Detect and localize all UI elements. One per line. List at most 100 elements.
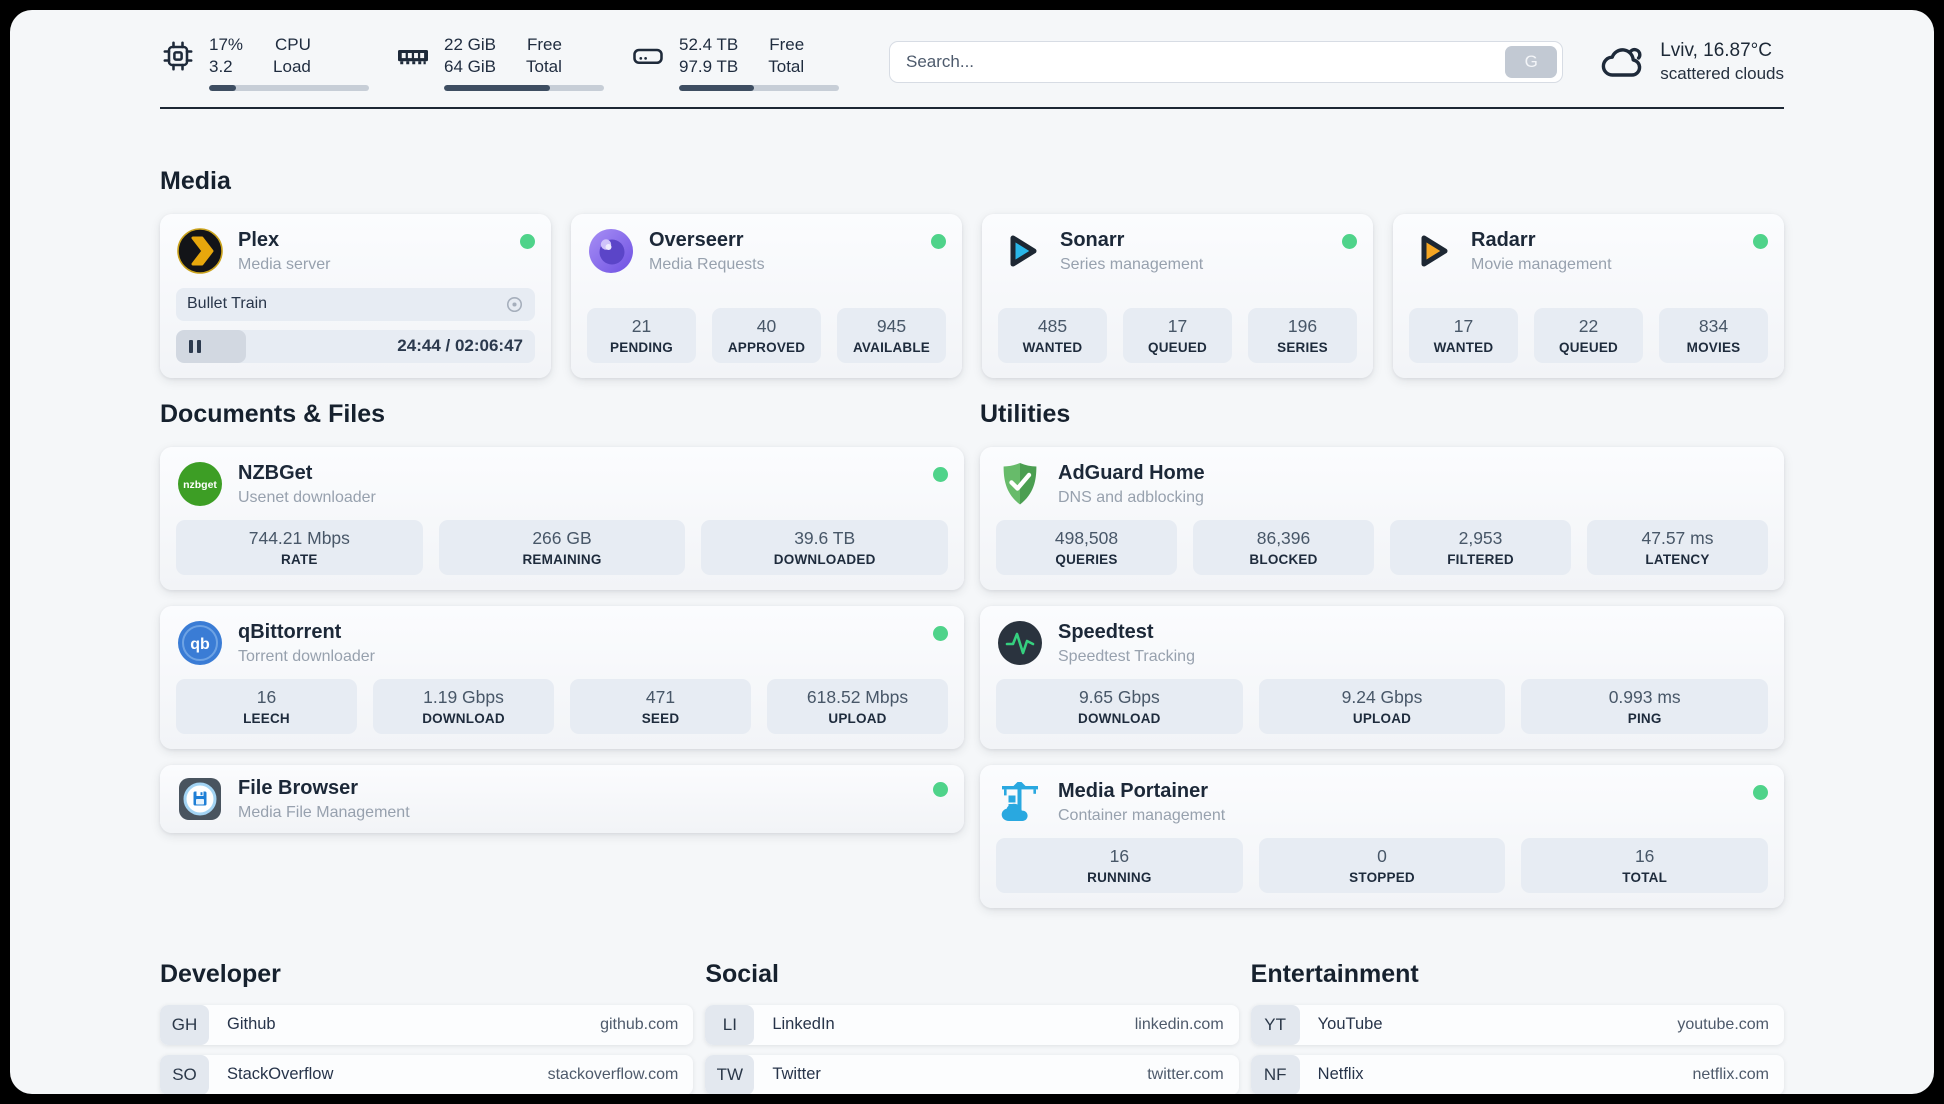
filebrowser-card[interactable]: File Browser Media File Management — [160, 764, 964, 833]
overseerr-card[interactable]: Overseerr Media Requests 21 PENDING 40 A… — [571, 213, 962, 378]
app-name: Sonarr — [1060, 228, 1125, 251]
stat-movies: 834 MOVIES — [1659, 307, 1768, 363]
search-input[interactable] — [906, 52, 1506, 73]
bookmark-linkedin[interactable]: LI LinkedIn linkedin.com — [705, 1004, 1239, 1045]
search-engine-button[interactable]: G — [1505, 46, 1558, 79]
stats-row: 744.21 Mbps RATE 266 GB REMAINING 39.6 T… — [176, 508, 949, 575]
session-target-icon — [505, 295, 524, 314]
bookmark-abbr: GH — [160, 1004, 209, 1045]
status-dot-online — [933, 625, 948, 641]
app-subtitle: Usenet downloader — [238, 488, 376, 506]
status-dot-online — [933, 781, 948, 797]
bookmark-abbr: NF — [1250, 1054, 1300, 1094]
stat-running: 16 RUNNING — [996, 837, 1243, 893]
speedtest-icon — [996, 619, 1044, 667]
stat-wanted: 17 WANTED — [1409, 307, 1518, 363]
developer-section-title: Developer — [160, 959, 281, 988]
pause-icon — [189, 339, 201, 353]
playback-progress-bar[interactable]: 24:44 / 02:06:47 — [176, 329, 535, 363]
app-subtitle: Speedtest Tracking — [1058, 647, 1195, 665]
status-dot-online — [1753, 784, 1768, 800]
utilities-section: Utilities AdGuard Home — [980, 400, 1784, 908]
app-subtitle: Series management — [1060, 255, 1204, 273]
entertainment-bookmarks: Entertainment YT YouTube youtube.com NF … — [1250, 959, 1784, 1094]
app-name: Speedtest — [1058, 620, 1154, 643]
stat-filtered: 2,953 FILTERED — [1390, 519, 1571, 575]
bookmark-abbr: LI — [705, 1004, 755, 1045]
app-name: Media Portainer — [1058, 779, 1209, 802]
stat-upload: 618.52 Mbps UPLOAD — [767, 678, 948, 734]
qbittorrent-icon: qb — [176, 619, 224, 667]
weather-condition: scattered clouds — [1660, 64, 1784, 84]
bookmark-url: github.com — [600, 1015, 679, 1033]
stats-row: 9.65 Gbps DOWNLOAD 9.24 Gbps UPLOAD 0.99… — [996, 667, 1769, 734]
entertainment-section-title: Entertainment — [1250, 959, 1419, 988]
app-name: Plex — [238, 228, 280, 251]
app-subtitle: Media server — [238, 255, 331, 273]
app-name: Overseerr — [649, 228, 744, 251]
adguard-icon — [996, 460, 1044, 508]
stats-row: 16 RUNNING 0 STOPPED 16 TOTAL — [996, 826, 1769, 893]
cpu-load-value: 3.2 — [209, 57, 233, 77]
status-dot-online — [1753, 233, 1768, 249]
bookmark-name: Twitter — [772, 1065, 821, 1084]
stat-latency: 47.57 ms LATENCY — [1587, 519, 1768, 575]
adguard-card[interactable]: AdGuard Home DNS and adblocking 498,508 … — [980, 446, 1784, 590]
sonarr-card[interactable]: Sonarr Series management 485 WANTED 17 Q… — [982, 213, 1373, 378]
now-playing-row[interactable]: Bullet Train — [176, 287, 535, 321]
app-subtitle: Torrent downloader — [238, 647, 375, 665]
stat-queries: 498,508 QUERIES — [996, 519, 1177, 575]
bookmark-name: Github — [227, 1015, 276, 1034]
nzbget-icon: nzbget — [176, 460, 224, 508]
disk-free-value: 52.4 TB — [679, 35, 739, 54]
radarr-icon — [1409, 227, 1457, 275]
app-name: AdGuard Home — [1058, 461, 1205, 484]
cloud-icon — [1599, 38, 1647, 86]
disk-progress-fill — [679, 84, 755, 91]
cpu-progress-fill — [209, 84, 237, 91]
app-name: File Browser — [238, 776, 359, 799]
memory-free-value: 22 GiB — [444, 35, 496, 54]
status-dot-online — [933, 466, 948, 482]
memory-progress-fill — [444, 84, 550, 91]
bookmark-abbr: YT — [1250, 1004, 1300, 1045]
stat-stopped: 0 STOPPED — [1258, 837, 1506, 893]
stat-queued: 17 QUEUED — [1123, 307, 1232, 363]
radarr-card[interactable]: Radarr Movie management 17 WANTED 22 QUE… — [1393, 213, 1784, 378]
weather-widget: Lviv, 16.87°C scattered clouds — [1599, 38, 1784, 86]
cpu-metric: 17% 3.2 CPU Load — [160, 34, 369, 91]
qbittorrent-card[interactable]: qb qBittorrent Torrent downloader 16 LEE… — [160, 605, 964, 749]
bookmark-name: Netflix — [1317, 1065, 1364, 1084]
nzbget-card[interactable]: nzbget NZBGet Usenet downloader 744.21 M… — [160, 446, 964, 590]
disk-metric: 52.4 TB 97.9 TB Free Total — [630, 34, 839, 91]
plex-icon — [176, 227, 224, 275]
bookmark-url: netflix.com — [1692, 1065, 1769, 1083]
app-subtitle: Movie management — [1471, 255, 1612, 273]
bookmark-youtube[interactable]: YT YouTube youtube.com — [1250, 1004, 1784, 1045]
search-bar: G — [889, 41, 1564, 84]
bookmark-url: linkedin.com — [1134, 1015, 1224, 1033]
svg-text:nzbget: nzbget — [183, 479, 217, 491]
portainer-card[interactable]: Media Portainer Container management 16 … — [980, 764, 1784, 908]
memory-progress-track — [444, 84, 604, 91]
disk-free-label: Free — [769, 35, 805, 54]
cpu-icon — [160, 38, 196, 74]
dashboard-panel: 17% 3.2 CPU Load — [10, 10, 1934, 1094]
bookmark-twitter[interactable]: TW Twitter twitter.com — [705, 1054, 1239, 1094]
stats-row: 485 WANTED 17 QUEUED 196 SERIES — [998, 296, 1357, 363]
stats-row: 21 PENDING 40 APPROVED 945 AVAILABLE — [587, 296, 946, 363]
stats-row: 16 LEECH 1.19 Gbps DOWNLOAD 471 SEED 618… — [176, 667, 948, 734]
bookmark-netflix[interactable]: NF Netflix netflix.com — [1250, 1054, 1784, 1094]
stat-blocked: 86,396 BLOCKED — [1193, 519, 1374, 575]
weather-location-temp: Lviv, 16.87°C — [1660, 40, 1773, 62]
stat-seed: 471 SEED — [570, 678, 751, 734]
app-subtitle: Media File Management — [238, 803, 410, 821]
speedtest-card[interactable]: Speedtest Speedtest Tracking 9.65 Gbps D… — [980, 605, 1784, 749]
plex-card[interactable]: Plex Media server Bullet Train — [160, 213, 551, 378]
bookmark-stackoverflow[interactable]: SO StackOverflow stackoverflow.com — [160, 1054, 694, 1094]
stat-rate: 744.21 Mbps RATE — [176, 519, 423, 575]
app-subtitle: Container management — [1058, 806, 1226, 824]
stat-remaining: 266 GB REMAINING — [438, 519, 686, 575]
bookmark-github[interactable]: GH Github github.com — [160, 1004, 694, 1045]
memory-metric: 22 GiB 64 GiB Free Total — [395, 34, 604, 91]
